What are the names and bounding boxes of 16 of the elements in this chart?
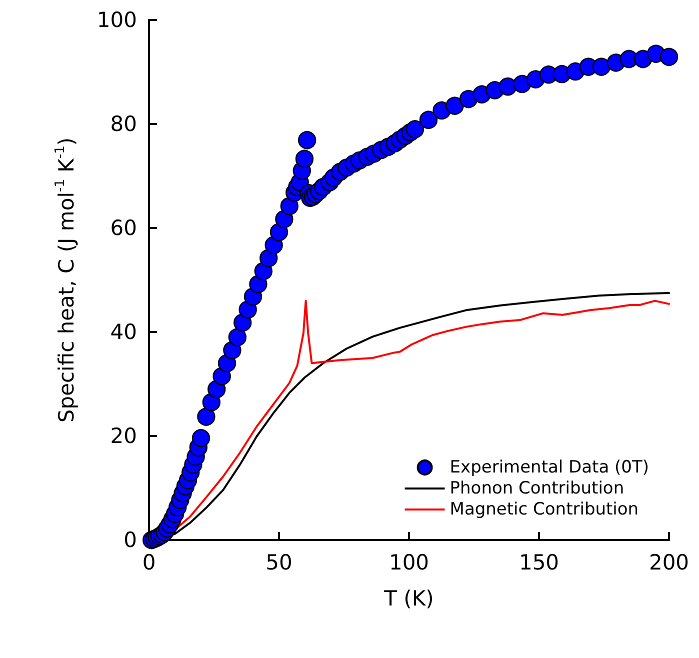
x-tick-label: 200: [648, 550, 690, 574]
legend-label: Experimental Data (0T): [450, 458, 650, 478]
y-tick-label: 100: [96, 8, 137, 32]
y-tick-label: 40: [110, 320, 137, 344]
x-tick-label: 0: [142, 550, 156, 574]
x-tick-label: 150: [518, 550, 560, 574]
legend-label: Magnetic Contribution: [450, 500, 639, 520]
x-tick-label: 100: [388, 550, 430, 574]
y-tick-label: 60: [110, 216, 137, 240]
y-axis-title: Specific heat, C (J mol-1 K-1): [53, 137, 78, 423]
y-tick-label: 80: [110, 112, 137, 136]
legend-label: Phonon Contribution: [450, 478, 624, 498]
x-tick-label: 50: [266, 550, 292, 574]
y-tick-label: 0: [124, 528, 137, 552]
y-tick-label: 20: [110, 424, 137, 448]
x-axis-title: T (K): [383, 586, 434, 610]
